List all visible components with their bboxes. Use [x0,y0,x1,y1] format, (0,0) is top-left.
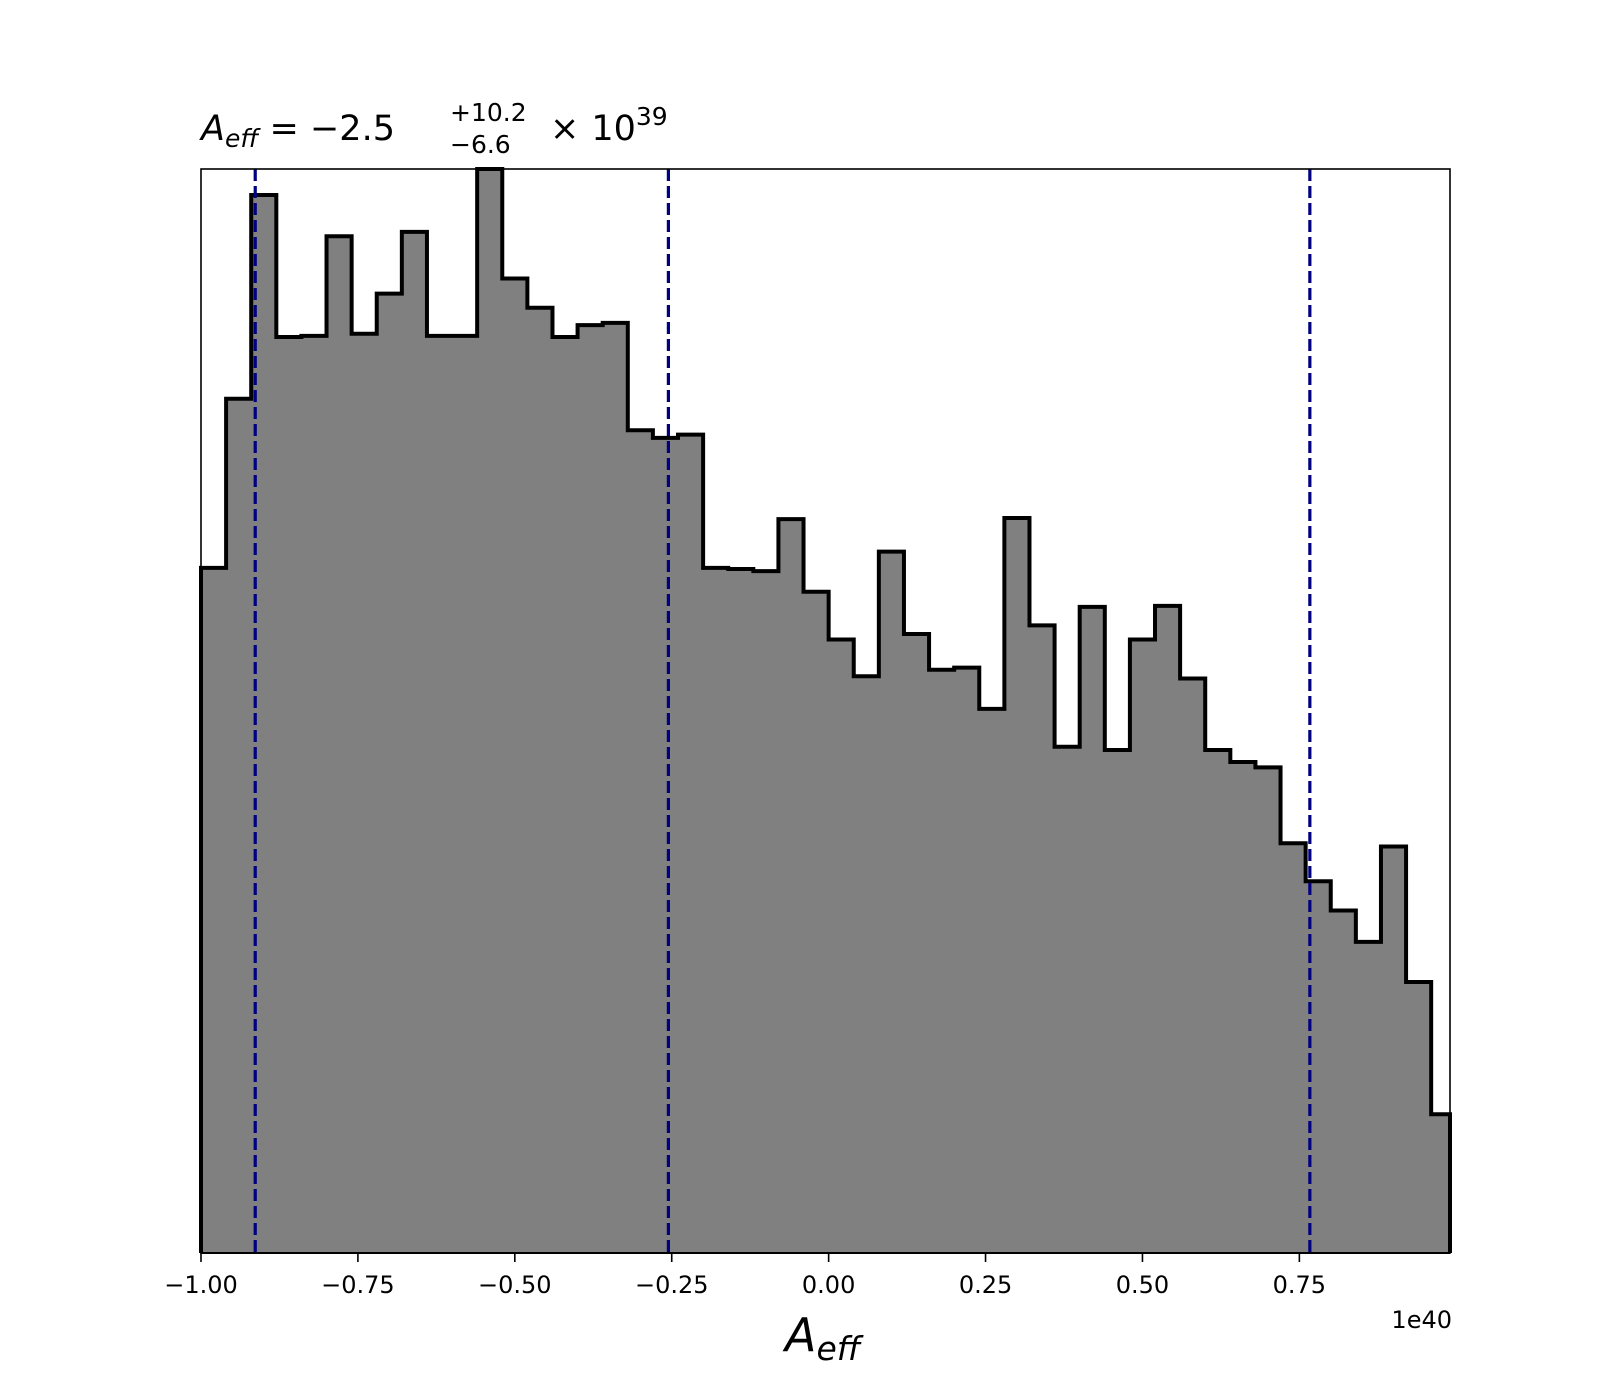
histogram-bar [527,307,553,1253]
x-tick-label: −0.50 [478,1271,552,1299]
histogram-bar [1355,941,1382,1253]
histogram-bar [678,434,704,1254]
offset-text: 1e40 [1391,1306,1452,1334]
histogram-bar [1129,639,1156,1253]
histogram-bar [853,676,880,1253]
histogram-bar [703,567,729,1253]
histogram-bar [477,169,503,1253]
histogram-bar [1155,605,1181,1253]
histogram-bar [778,519,805,1253]
histogram-bar [1205,750,1231,1253]
title-upper-error: +10.2 [450,98,527,127]
histogram-bar [903,634,930,1253]
x-tick-label: 0.50 [1116,1271,1169,1299]
x-tick-label: −0.75 [321,1271,395,1299]
x-axis-ticks: −1.00 −0.75 −0.50 −0.25 0.00 0.25 0.50 0.75 [164,1253,1326,1299]
histogram-bar [301,335,328,1253]
quantile-lines [253,169,1312,1253]
x-tick-label: −0.25 [635,1271,709,1299]
histogram-bar [1079,606,1106,1253]
histogram-bar [351,333,378,1253]
x-tick-label: 0.75 [1273,1271,1326,1299]
histogram-bar [376,293,403,1253]
histogram-bar [1330,910,1357,1253]
histogram-bar [753,571,779,1253]
histogram-bar [803,591,830,1253]
histogram-bar [828,639,855,1253]
histogram-bar [426,335,453,1253]
histogram-bar [1104,750,1131,1253]
histogram-outline [199,167,1452,1253]
histogram-bar [577,325,604,1253]
histogram-bar [1004,518,1030,1253]
histogram-bar [1029,625,1056,1253]
histogram-bar [201,567,227,1253]
histogram-bar [552,337,579,1253]
histogram-bar [1380,846,1407,1253]
title-scale: × 1039 [550,102,668,149]
x-tick-label: 0.25 [959,1271,1012,1299]
histogram-bar [878,551,905,1253]
histogram-bar [1255,767,1282,1253]
histogram-bar [276,337,302,1253]
histogram-bar [452,335,478,1253]
histogram-bar [627,430,654,1253]
x-tick-label: 0.00 [802,1271,855,1299]
title-lower-error: −6.6 [450,130,511,159]
histogram-bar [1180,678,1206,1253]
histogram-bar [1280,843,1307,1253]
histogram-bar [652,437,679,1253]
histogram-bar [1054,746,1081,1253]
histogram-bar [401,231,428,1253]
histogram-bar [728,568,754,1253]
histogram-bar [502,278,528,1253]
histogram-bar [1230,761,1256,1253]
histogram-bar [1406,982,1432,1253]
histogram-bar [326,236,353,1253]
histogram-bar [954,667,980,1253]
histogram-bar [1431,1114,1451,1253]
x-tick-label: −1.00 [164,1271,238,1299]
x-axis-label: Aeff [782,1308,864,1368]
histogram-bar [929,669,955,1253]
histogram-bars [201,169,1451,1254]
histogram-bar [226,398,252,1254]
histogram-bar [979,708,1005,1253]
histogram-bar [602,322,629,1254]
chart-title: Aeff = −2.5 [199,109,395,153]
